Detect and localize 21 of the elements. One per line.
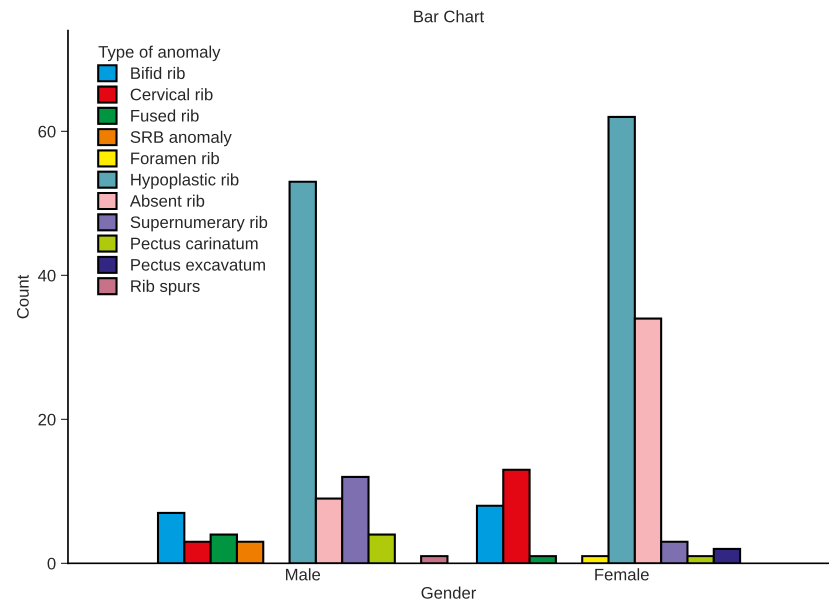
y-tick-label: 0 [48, 558, 56, 570]
legend-label: Cervical rib [130, 88, 213, 100]
y-tick-label: 20 [38, 414, 56, 426]
y-axis-title: Count [16, 274, 29, 318]
legend-label: Absent rib [130, 194, 204, 207]
legend-title: Type of anomaly [98, 46, 220, 62]
legend-label: SRB anomaly [130, 130, 232, 146]
legend-label: Pectus excavatum [131, 259, 265, 271]
legend-label: Hypoplastic rib [131, 173, 238, 189]
legend-label: Supernumerary rib [130, 216, 268, 232]
x-axis-title: Gender [422, 586, 476, 599]
y-tick-label: 40 [38, 270, 56, 282]
x-tick-label: Female [595, 568, 649, 580]
y-tick-label: 60 [38, 126, 56, 138]
legend-label: Foramen rib [131, 152, 220, 164]
legend-label: Fused rib [131, 109, 199, 122]
legend-label: Pectus carinatum [131, 237, 258, 250]
legend-label: Bifid rib [131, 66, 185, 80]
chart-title: Bar Chart [414, 10, 484, 22]
x-tick-label: Male [286, 568, 320, 580]
legend-label: Rib spurs [131, 280, 200, 296]
